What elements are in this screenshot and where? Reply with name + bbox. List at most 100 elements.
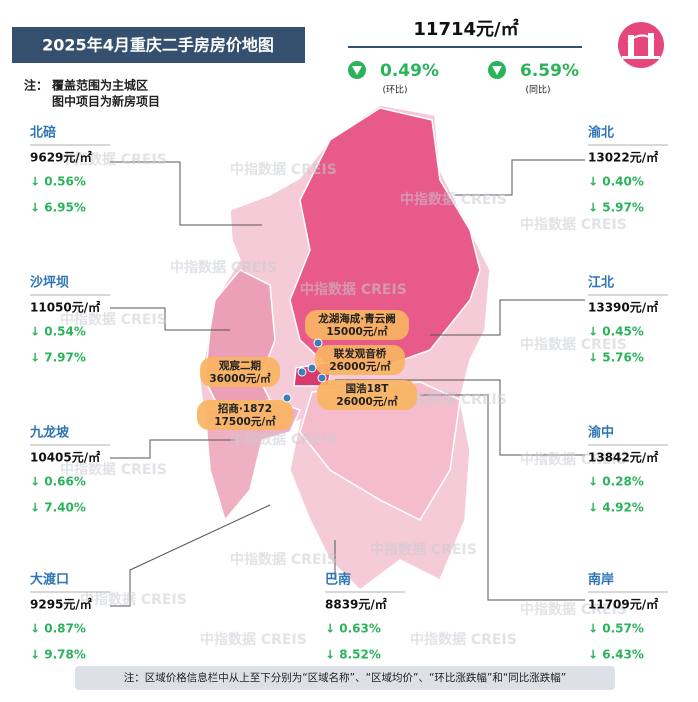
watermark: 中指数据 CREIS bbox=[520, 336, 627, 353]
district-yoy: ↓ 7.40% bbox=[30, 501, 86, 515]
project-price: 17500元/㎡ bbox=[214, 415, 276, 428]
district-price: 10405元/㎡ bbox=[30, 450, 100, 465]
district-mom: ↓ 0.40% bbox=[588, 175, 644, 189]
watermark: 中指数据 CREIS bbox=[60, 311, 167, 328]
district-mom: ↓ 0.66% bbox=[30, 475, 86, 489]
project-dot bbox=[313, 338, 323, 348]
district-yoy: ↓ 7.97% bbox=[30, 351, 86, 365]
project-labels: 龙湖海成·青云阙15000元/㎡联发观音桥26000元/㎡观宸二期36000元/… bbox=[197, 310, 417, 430]
district-yoy: ↓ 5.97% bbox=[588, 201, 644, 215]
title: 2025年4月重庆二手房房价地图 bbox=[42, 36, 274, 55]
leader-line bbox=[430, 299, 585, 336]
district-name: 沙坪坝 bbox=[30, 276, 69, 291]
leader-line bbox=[110, 504, 271, 607]
district-yoy: ↓ 8.52% bbox=[325, 648, 381, 662]
note: 覆盖范围为主城区 bbox=[51, 78, 148, 93]
leader-line bbox=[335, 379, 585, 456]
district-mom: ↓ 0.63% bbox=[325, 622, 381, 636]
summary-mom-label: (环比) bbox=[382, 84, 407, 96]
region-yubei bbox=[289, 107, 481, 369]
district-mom: ↓ 0.54% bbox=[30, 325, 86, 339]
watermark: 中指数据 CREIS bbox=[80, 591, 187, 608]
footer-box bbox=[75, 666, 615, 690]
logo bbox=[618, 22, 664, 68]
project-dot bbox=[317, 373, 327, 383]
summary-yoy-label: (同比) bbox=[525, 84, 550, 96]
project-label-bg bbox=[305, 310, 409, 340]
district-yoy: ↓ 4.92% bbox=[588, 501, 644, 515]
watermark: 中指数据 CREIS bbox=[60, 151, 167, 168]
district-price: 9629元/㎡ bbox=[30, 150, 92, 165]
district-mom: ↓ 0.45% bbox=[588, 325, 644, 339]
district-mom: ↓ 0.28% bbox=[588, 475, 644, 489]
district-yoy: ↓ 5.76% bbox=[588, 351, 644, 365]
district-name: 渝中 bbox=[588, 425, 614, 441]
district-name: 巴南 bbox=[325, 572, 351, 588]
title-box bbox=[12, 27, 305, 63]
watermark: 中指数据 CREIS bbox=[410, 631, 517, 648]
watermark: 中指数据 CREIS bbox=[60, 461, 167, 478]
down-arrow bbox=[492, 66, 502, 75]
district-yoy: ↓ 9.78% bbox=[30, 648, 86, 662]
watermark: 中指数据 CREIS bbox=[520, 601, 627, 618]
project-price: 15000元/㎡ bbox=[326, 325, 388, 338]
district-name: 大渡口 bbox=[30, 572, 69, 588]
district-price: 11709元/㎡ bbox=[588, 597, 658, 612]
down-arrow bbox=[352, 66, 362, 75]
watermark: 中指数据 CREIS bbox=[230, 431, 337, 448]
district-price: 13022元/㎡ bbox=[588, 150, 658, 165]
project-label-bg bbox=[197, 400, 293, 430]
leader-lines bbox=[110, 159, 585, 607]
project-name: 观宸二期 bbox=[219, 359, 261, 372]
project-name: 国浩18T bbox=[346, 382, 390, 395]
leader-line bbox=[110, 439, 235, 459]
note-label: 注： bbox=[24, 78, 48, 93]
project-price: 36000元/㎡ bbox=[209, 372, 271, 385]
district-yoy: ↓ 6.43% bbox=[588, 648, 644, 662]
region-nanan bbox=[299, 381, 461, 521]
district-name: 九龙坡 bbox=[29, 425, 70, 441]
watermark: 中指数据 CREIS bbox=[520, 216, 627, 233]
project-dot bbox=[297, 367, 307, 377]
district-price: 11050元/㎡ bbox=[30, 300, 100, 315]
watermark: 中指数据 CREIS bbox=[200, 631, 307, 648]
watermark: 中指数据 CREIS bbox=[400, 391, 507, 408]
district-price: 8839元/㎡ bbox=[325, 597, 387, 612]
project-name: 招商·1872 bbox=[218, 402, 272, 415]
project-price: 26000元/㎡ bbox=[329, 360, 391, 373]
district-mom: ↓ 0.56% bbox=[30, 175, 86, 189]
footer-note: 注：区域价格信息栏中从上至下分别为“区域名称”、“区域均价”、“环比涨跌幅”和“… bbox=[124, 671, 567, 684]
district-name: 渝北 bbox=[588, 125, 614, 141]
project-name: 联发观音桥 bbox=[334, 347, 387, 360]
district-name: 南岸 bbox=[588, 572, 614, 588]
district-mom: ↓ 0.87% bbox=[30, 622, 86, 636]
district-yoy: ↓ 6.95% bbox=[30, 201, 86, 215]
watermark: 中指数据 CREIS bbox=[230, 551, 337, 568]
leader-line bbox=[110, 161, 262, 226]
summary-yoy: 6.59% bbox=[520, 61, 579, 81]
summary-mom: 0.49% bbox=[380, 61, 439, 81]
leader-line bbox=[110, 307, 230, 331]
district-mom: ↓ 0.57% bbox=[588, 622, 644, 636]
watermark: 中指数据 CREIS bbox=[300, 281, 407, 298]
summary-price: 11714元/㎡ bbox=[413, 18, 518, 40]
district-price: 13842元/㎡ bbox=[588, 450, 658, 465]
note: 图中项目为新房项目 bbox=[52, 94, 160, 109]
watermark: 中指数据 CREIS bbox=[370, 541, 477, 558]
project-label-bg bbox=[200, 357, 280, 387]
district-name: 北碚 bbox=[30, 125, 56, 141]
watermark: 中指数据 CREIS bbox=[230, 161, 337, 178]
project-price: 26000元/㎡ bbox=[336, 395, 398, 408]
leader-line bbox=[455, 159, 585, 196]
district-name: 江北 bbox=[588, 275, 614, 291]
watermark: 中指数据 CREIS bbox=[170, 259, 277, 276]
district-panels: 北碚 9629元/㎡ ↓ 0.56% ↓ 6.95% 沙坪坝 11050元/㎡ ↓ 0.54… bbox=[29, 125, 668, 662]
district-price: 13390元/㎡ bbox=[588, 300, 658, 315]
leader-line bbox=[420, 394, 585, 601]
project-label-bg bbox=[317, 380, 417, 410]
district-price: 9295元/㎡ bbox=[30, 597, 92, 612]
project-dot bbox=[282, 393, 292, 403]
project-dot bbox=[307, 363, 317, 373]
